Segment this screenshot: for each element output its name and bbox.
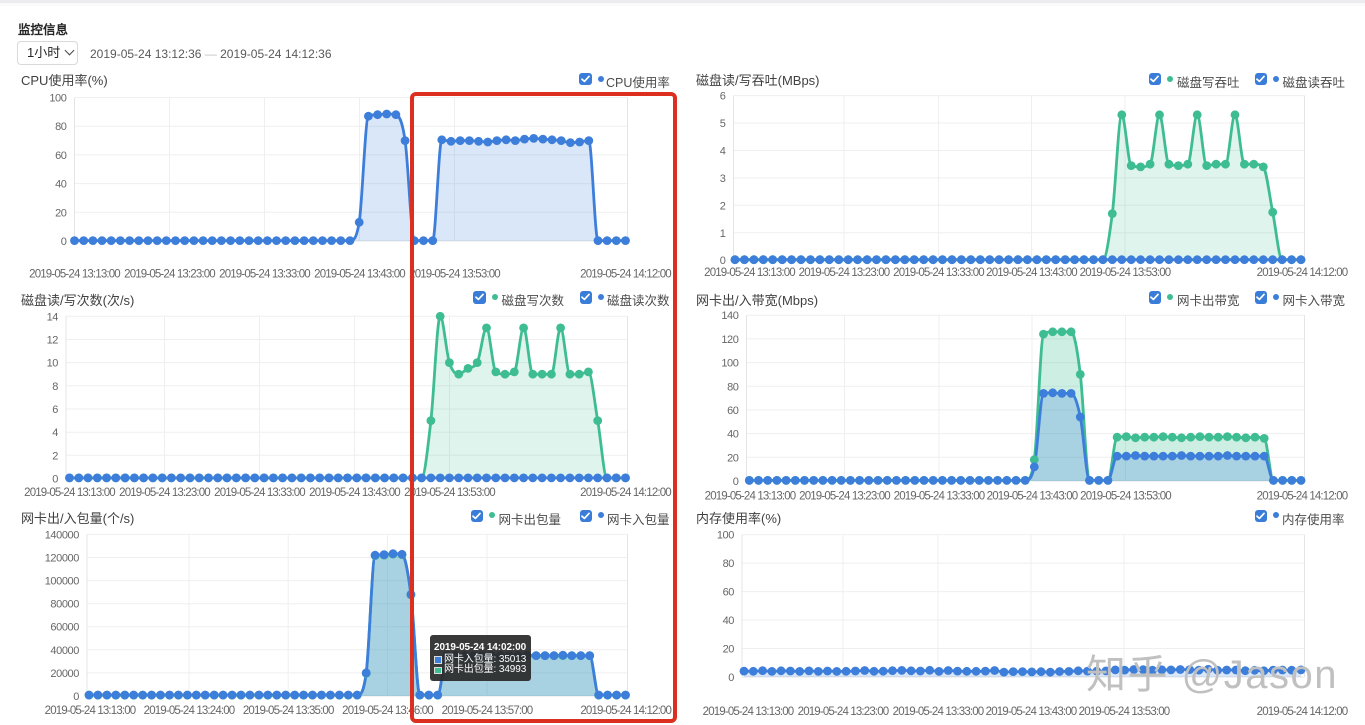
svg-text:1: 1: [720, 228, 726, 240]
svg-text:0: 0: [720, 255, 726, 267]
svg-text:60: 60: [727, 405, 739, 417]
svg-text:20: 20: [723, 644, 735, 656]
svg-text:20000: 20000: [50, 668, 79, 680]
svg-text:2019-05-24 13:13:00: 2019-05-24 13:13:00: [704, 267, 795, 279]
svg-text:8: 8: [52, 381, 58, 393]
svg-text:60000: 60000: [50, 622, 79, 634]
svg-text:2019-05-24 13:57:00: 2019-05-24 13:57:00: [442, 705, 533, 717]
svg-text:2019-05-24 13:23:00: 2019-05-24 13:23:00: [798, 706, 889, 718]
svg-text:4: 4: [720, 146, 726, 158]
svg-text:2019-05-24 14:12:00: 2019-05-24 14:12:00: [580, 705, 671, 717]
svg-text:2019-05-24 13:43:00: 2019-05-24 13:43:00: [986, 706, 1077, 718]
svg-text:2019-05-24 14:12:00: 2019-05-24 14:12:00: [1257, 491, 1348, 503]
svg-text:2019-05-24 13:33:00: 2019-05-24 13:33:00: [219, 269, 310, 281]
svg-text:2019-05-24 13:35:00: 2019-05-24 13:35:00: [243, 705, 334, 717]
svg-text:2019-05-24 14:12:00: 2019-05-24 14:12:00: [580, 269, 671, 281]
svg-text:2019-05-24 13:13:00: 2019-05-24 13:13:00: [29, 269, 120, 281]
svg-text:2019-05-24 13:13:00: 2019-05-24 13:13:00: [24, 487, 115, 499]
svg-text:100: 100: [721, 358, 738, 370]
svg-text:2019-05-24 14:12:00: 2019-05-24 14:12:00: [1257, 267, 1348, 279]
svg-text:2: 2: [52, 450, 58, 462]
svg-text:40000: 40000: [50, 645, 79, 657]
svg-text:2019-05-24 13:53:00: 2019-05-24 13:53:00: [1080, 267, 1171, 279]
svg-text:120000: 120000: [45, 553, 80, 565]
svg-text:2019-05-24 13:13:00: 2019-05-24 13:13:00: [705, 491, 796, 503]
svg-text:40: 40: [723, 615, 735, 627]
svg-text:0: 0: [733, 476, 739, 488]
svg-text:0: 0: [73, 691, 79, 703]
svg-text:2019-05-24 13:53:00: 2019-05-24 13:53:00: [409, 269, 500, 281]
svg-text:100000: 100000: [45, 576, 80, 588]
svg-text:40: 40: [55, 179, 67, 191]
svg-text:14: 14: [47, 311, 59, 323]
svg-text:2019-05-24 13:13:00: 2019-05-24 13:13:00: [703, 706, 794, 718]
svg-text:100: 100: [49, 93, 66, 105]
svg-text:5: 5: [720, 118, 726, 130]
svg-text:2019-05-24 13:53:00: 2019-05-24 13:53:00: [1080, 491, 1171, 503]
svg-text:60: 60: [55, 150, 67, 162]
svg-text:140000: 140000: [45, 529, 80, 541]
svg-text:10: 10: [47, 358, 59, 370]
svg-text:2019-05-24 13:23:00: 2019-05-24 13:23:00: [799, 491, 890, 503]
svg-text:2019-05-24 13:24:00: 2019-05-24 13:24:00: [144, 705, 235, 717]
svg-text:2019-05-24 13:23:00: 2019-05-24 13:23:00: [124, 269, 215, 281]
svg-text:20: 20: [55, 207, 67, 219]
svg-text:6: 6: [52, 404, 58, 416]
svg-text:2019-05-24 13:53:00: 2019-05-24 13:53:00: [404, 487, 495, 499]
svg-text:2019-05-24 13:13:00: 2019-05-24 13:13:00: [45, 705, 136, 717]
svg-text:20: 20: [727, 452, 739, 464]
svg-text:2019-05-24 13:53:00: 2019-05-24 13:53:00: [1079, 706, 1170, 718]
svg-text:3: 3: [720, 173, 726, 185]
svg-text:2019-05-24 13:33:00: 2019-05-24 13:33:00: [894, 491, 985, 503]
svg-text:12: 12: [47, 335, 59, 347]
svg-text:140: 140: [721, 310, 738, 322]
svg-text:6: 6: [720, 91, 726, 103]
svg-text:0: 0: [61, 236, 67, 248]
svg-text:80000: 80000: [50, 599, 79, 611]
svg-text:2019-05-24 13:23:00: 2019-05-24 13:23:00: [119, 487, 210, 499]
svg-text:2019-05-24 13:33:00: 2019-05-24 13:33:00: [893, 706, 984, 718]
svg-text:2019-05-24 13:23:00: 2019-05-24 13:23:00: [799, 267, 890, 279]
svg-text:2019-05-24 13:43:00: 2019-05-24 13:43:00: [309, 487, 400, 499]
svg-text:2019-05-24 13:43:00: 2019-05-24 13:43:00: [986, 267, 1077, 279]
svg-text:2: 2: [720, 200, 726, 212]
svg-text:2019-05-24 13:33:00: 2019-05-24 13:33:00: [893, 267, 984, 279]
svg-text:120: 120: [721, 334, 738, 346]
svg-text:40: 40: [727, 429, 739, 441]
svg-text:2019-05-24 14:12:00: 2019-05-24 14:12:00: [1257, 706, 1348, 718]
svg-text:80: 80: [727, 381, 739, 393]
svg-text:80: 80: [55, 121, 67, 133]
svg-text:2019-05-24 13:43:00: 2019-05-24 13:43:00: [314, 269, 405, 281]
svg-text:2019-05-24 13:33:00: 2019-05-24 13:33:00: [214, 487, 305, 499]
svg-text:4: 4: [52, 427, 58, 439]
svg-text:80: 80: [723, 558, 735, 570]
svg-text:2019-05-24 13:43:00: 2019-05-24 13:43:00: [987, 491, 1078, 503]
svg-text:2019-05-24 14:12:00: 2019-05-24 14:12:00: [580, 487, 671, 499]
svg-text:0: 0: [728, 672, 734, 684]
svg-text:100: 100: [717, 530, 734, 542]
svg-text:60: 60: [723, 587, 735, 599]
svg-text:0: 0: [52, 474, 58, 486]
